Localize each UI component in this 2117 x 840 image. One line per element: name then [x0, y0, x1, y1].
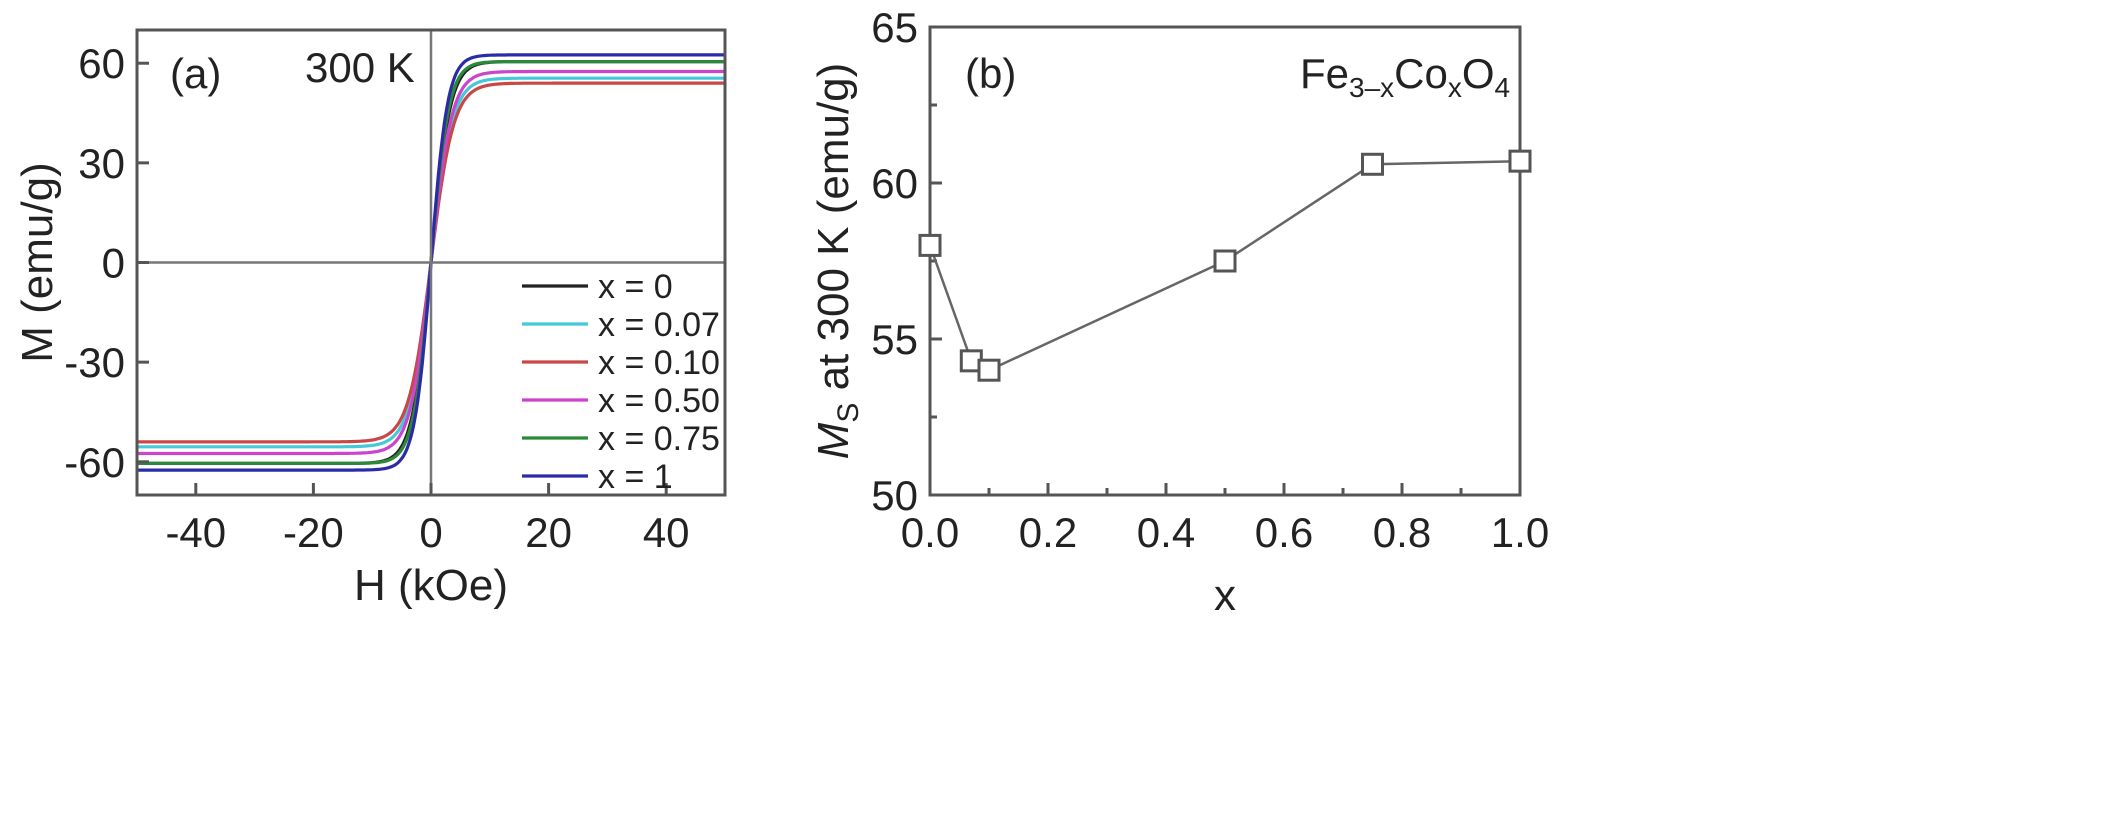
panel-b-x-ticks: 0.0 0.2 0.4 0.6 0.8 1.0 — [901, 483, 1549, 556]
b-x-tick-label-1: 0.2 — [1019, 509, 1077, 556]
panel-a-x-axis-title: H (kOe) — [354, 561, 508, 610]
panel-b-y-ticks: 50 55 60 65 — [871, 4, 942, 519]
panel-a-y-ticks: -60 -30 0 30 60 — [64, 40, 149, 486]
x-tick-label-1: -20 — [283, 509, 344, 556]
panel-b-x-axis-title: x — [1214, 571, 1236, 620]
b-x-tick-label-0: 0.0 — [901, 509, 959, 556]
y-tick-label-1: -30 — [64, 339, 125, 386]
formula-co-subscript: x — [1448, 72, 1462, 103]
legend-label-3: x = 0.50 — [598, 382, 720, 420]
y-tick-label-2: 0 — [102, 240, 125, 287]
panel-b-y-axis-title: MS at 300 K (emu/g) — [809, 63, 865, 460]
data-point-4 — [1361, 152, 1384, 176]
legend-label-2: x = 0.10 — [598, 344, 720, 382]
data-point-5 — [1508, 149, 1532, 173]
data-point-0 — [918, 233, 942, 257]
legend-label-0: x = 0 — [598, 268, 673, 306]
y-axis-m-subscript: S — [832, 403, 865, 423]
panel-b-series-line — [928, 159, 1521, 372]
formula-o: O — [1462, 50, 1495, 97]
data-point-2 — [977, 358, 1001, 382]
y-axis-m-symbol: M — [809, 422, 858, 459]
y-axis-title-rest: at 300 K (emu/g) — [809, 63, 858, 403]
y-tick-label-0: -60 — [64, 439, 125, 486]
b-x-tick-label-2: 0.4 — [1137, 509, 1195, 556]
x-tick-label-3: 20 — [525, 509, 572, 556]
data-point-3 — [1213, 249, 1237, 273]
b-x-tick-label-3: 0.6 — [1255, 509, 1313, 556]
panel-a-temperature-annotation: 300 K — [305, 44, 415, 91]
y-tick-label-4: 60 — [78, 40, 125, 87]
panel-a-y-axis-title: M (emu/g) — [13, 162, 62, 362]
legend-label-4: x = 0.75 — [598, 420, 720, 458]
panel-a-label: (a) — [170, 50, 221, 97]
b-y-tick-label-0: 50 — [871, 472, 918, 519]
formula-co: Co — [1394, 50, 1448, 97]
panel-a-legend: x = 0x = 0.07x = 0.10x = 0.50x = 0.75x =… — [522, 268, 720, 496]
legend-label-5: x = 1 — [598, 458, 673, 496]
panel-b-formula-annotation: Fe3–xCoxO4 — [1300, 50, 1510, 103]
x-tick-label-4: 40 — [643, 509, 690, 556]
formula-fe-subscript: 3–x — [1349, 72, 1394, 103]
panel-b-data-points — [918, 149, 1532, 382]
b-x-tick-label-5: 1.0 — [1491, 509, 1549, 556]
legend-label-1: x = 0.07 — [598, 306, 720, 344]
x-tick-label-2: 0 — [419, 509, 442, 556]
y-tick-label-3: 30 — [78, 140, 125, 187]
formula-fe: Fe — [1300, 50, 1349, 97]
x-tick-label-0: -40 — [165, 509, 226, 556]
b-x-tick-label-4: 0.8 — [1373, 509, 1431, 556]
formula-o-subscript: 4 — [1495, 72, 1511, 103]
b-y-tick-label-2: 60 — [871, 160, 918, 207]
panel-b-label: (b) — [965, 50, 1016, 97]
panel-a-x-ticks: -40 -20 0 20 40 — [165, 483, 690, 556]
b-y-tick-label-3: 65 — [871, 4, 918, 51]
b-y-tick-label-1: 55 — [871, 316, 918, 363]
